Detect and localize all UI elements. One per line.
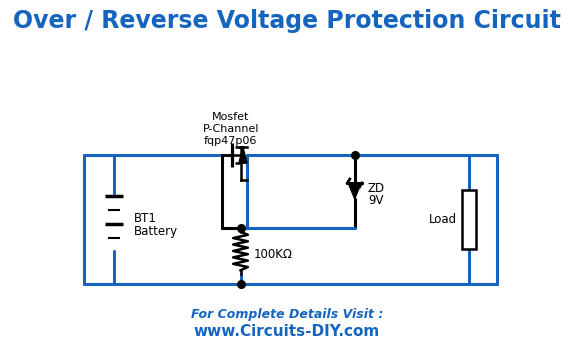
Text: Mosfet: Mosfet (212, 112, 250, 122)
Text: www.Circuits-DIY.com: www.Circuits-DIY.com (194, 324, 380, 339)
Text: fqp47p06: fqp47p06 (204, 136, 257, 146)
Text: ZD: ZD (368, 183, 385, 195)
Text: BT1: BT1 (134, 212, 157, 225)
Text: Over / Reverse Voltage Protection Circuit: Over / Reverse Voltage Protection Circui… (13, 9, 561, 33)
Bar (461, 190, 476, 249)
Text: Load: Load (429, 213, 457, 226)
Text: For Complete Details Visit :: For Complete Details Visit : (191, 309, 383, 321)
Polygon shape (348, 183, 361, 199)
Text: 9V: 9V (368, 194, 383, 207)
Polygon shape (239, 147, 247, 163)
Text: P-Channel: P-Channel (203, 125, 259, 134)
Text: 100KΩ: 100KΩ (254, 248, 293, 261)
Text: Battery: Battery (134, 225, 178, 238)
